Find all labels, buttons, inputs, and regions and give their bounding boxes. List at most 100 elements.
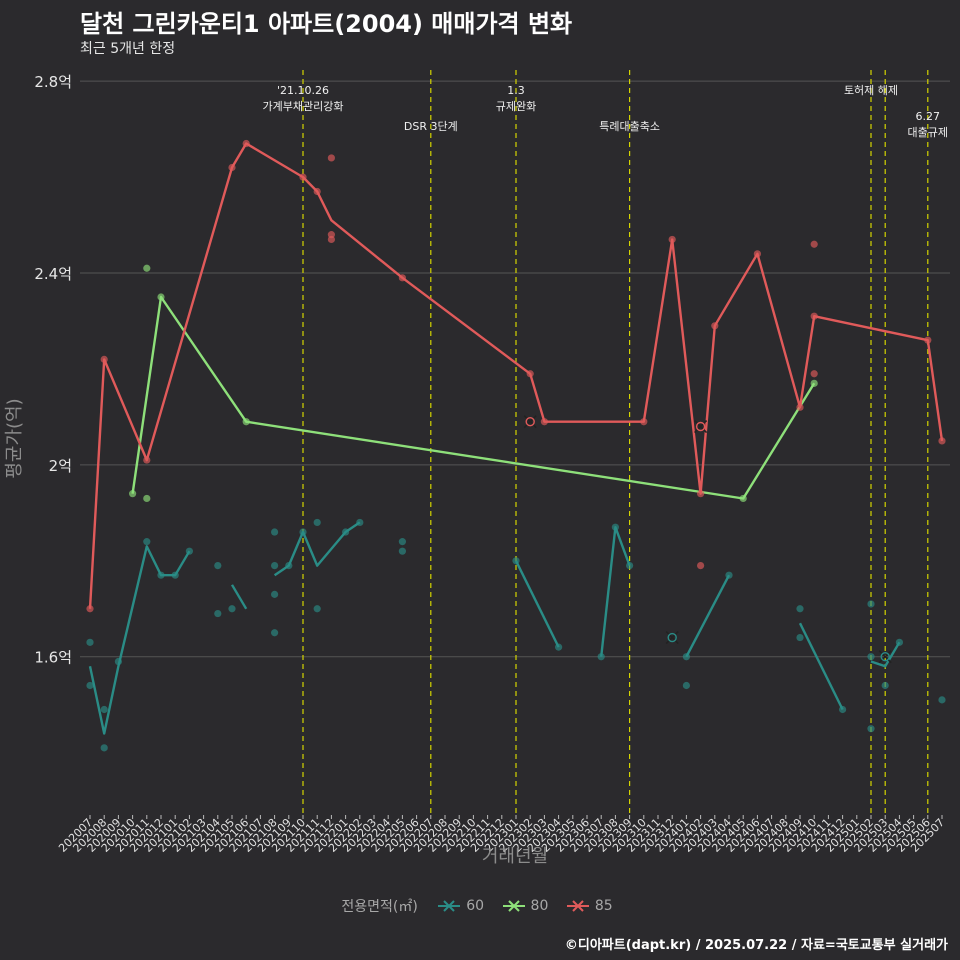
series-60-point [214, 609, 222, 618]
legend-item-85: 85 [565, 898, 613, 914]
y-tick-label: 2.4억 [34, 265, 72, 283]
cross-ring [880, 652, 890, 662]
series-60-cross-marker [665, 630, 679, 645]
legend-label-85: 85 [594, 898, 613, 914]
series-60-point [867, 600, 875, 608]
series-60-point [626, 561, 634, 570]
legend-label-60: 60 [466, 898, 485, 914]
cross-ring [667, 632, 677, 643]
series-80-point [143, 494, 151, 503]
legend-key-80-icon [502, 900, 525, 912]
event-label: 가계부채관리강화 [263, 100, 344, 113]
series-60-point [796, 605, 804, 613]
event-label: 규제완화 [496, 100, 536, 113]
series-60-line [514, 560, 560, 648]
series-60-point [271, 528, 279, 536]
series-60-point [512, 557, 520, 565]
series-80-point [157, 293, 165, 301]
series-60-point [185, 547, 193, 555]
chart-title: 달천 그린카운티1 아파트(2004) 매매가격 변화 [80, 10, 573, 38]
series-60-point [839, 705, 847, 714]
cross-stroke [878, 650, 892, 664]
series-80-point [143, 264, 151, 272]
legend-item-60: 60 [436, 898, 484, 914]
series-80-point [129, 490, 137, 498]
series-85-point [327, 231, 335, 239]
y-tick-label: 2억 [49, 457, 72, 475]
event-label: DSR 3단계 [404, 120, 458, 133]
series-85-point [924, 336, 932, 344]
legend: 전용면적(㎡) 60 80 85 [0, 896, 960, 916]
series-60-point [796, 633, 804, 642]
event-label: 특례대출축소 [599, 120, 660, 133]
cross-ring [525, 417, 535, 427]
series-85-point [299, 173, 307, 181]
axes-layer: 1.6억2억2.4억2.8억20200720200820200920201020… [4, 73, 947, 867]
series-60-point [682, 653, 691, 661]
series-60-point [867, 725, 875, 733]
series-60-point [555, 643, 563, 651]
series-60-point [682, 681, 691, 690]
series-60-point [171, 571, 179, 579]
legend-key-60-icon [438, 900, 461, 912]
series-85-point [711, 322, 719, 330]
series-60-point [597, 653, 605, 661]
series-85-point [938, 437, 946, 445]
series-60-point [867, 653, 875, 661]
cross-ring [695, 421, 706, 432]
series-60-point [271, 561, 279, 570]
series-85-point [100, 355, 108, 363]
series-85-point [228, 163, 236, 172]
series-60-point [271, 629, 279, 637]
cross-stroke [694, 419, 708, 434]
series-85-point [810, 370, 818, 378]
series-85-point [540, 418, 549, 426]
grid-layer [80, 80, 950, 658]
x-axis-title: 거래년월 [482, 846, 548, 867]
series-60-point [313, 605, 321, 613]
series-60-point [114, 657, 122, 666]
series-60-point [356, 518, 364, 527]
series-85-point [810, 240, 818, 248]
series-60-point [86, 638, 94, 646]
series-85-point [313, 187, 321, 196]
series-85-point [640, 418, 648, 426]
event-label: 토허제 해제 [844, 83, 898, 97]
series-80-point [810, 379, 818, 387]
y-tick-label: 2.8억 [34, 73, 72, 91]
series-80-point [242, 418, 250, 426]
series-60-point [228, 605, 236, 613]
event-label: '21.10.26 [277, 84, 329, 97]
series-85-point [398, 274, 406, 282]
event-label: 6.27 [916, 110, 941, 123]
series-60-line [870, 641, 901, 668]
chart-subtitle: 최근 5개년 한정 [80, 41, 176, 57]
series-85-point [526, 370, 534, 378]
series-85-point [668, 235, 676, 244]
series-60-point [342, 528, 350, 536]
series-60-point [881, 681, 889, 690]
series-85-line [88, 142, 944, 609]
series-60-point [100, 705, 108, 714]
series-60-line [685, 574, 731, 658]
legend-item-80: 80 [501, 898, 548, 914]
series-85-point [697, 490, 705, 498]
cross-stroke [523, 415, 537, 429]
series-60-point [143, 538, 151, 546]
series-80-point [739, 494, 747, 503]
series-60-point [271, 590, 279, 598]
series-60-point [157, 571, 165, 579]
cross-stroke [665, 630, 679, 645]
series-60-cross-marker [878, 650, 892, 664]
series-85-point [810, 312, 818, 320]
event-label: 대출규제 [908, 126, 948, 139]
series-60-point [100, 744, 108, 752]
series-60-point [938, 696, 946, 704]
series-60-point [313, 518, 321, 527]
series-60-point [214, 561, 222, 570]
series-60-point [895, 638, 904, 646]
series-60-line [798, 622, 844, 711]
y-axis-title: 평균가(억) [4, 398, 25, 478]
